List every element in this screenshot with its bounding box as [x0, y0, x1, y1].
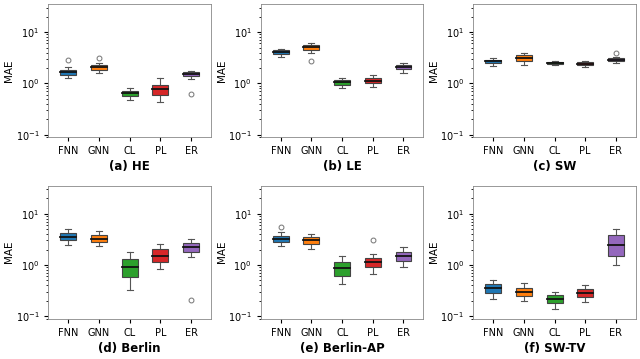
Bar: [60, 70, 76, 75]
Bar: [396, 252, 412, 261]
Y-axis label: MAE: MAE: [429, 59, 439, 82]
Y-axis label: MAE: MAE: [216, 59, 227, 82]
Bar: [547, 62, 563, 64]
Bar: [485, 60, 501, 63]
Bar: [485, 284, 501, 293]
Bar: [60, 233, 76, 241]
X-axis label: (f) SW-TV: (f) SW-TV: [524, 342, 586, 355]
Bar: [577, 289, 593, 297]
Bar: [91, 235, 107, 242]
Bar: [183, 72, 199, 76]
Bar: [152, 249, 168, 262]
Bar: [303, 237, 319, 244]
Bar: [577, 62, 593, 65]
Bar: [365, 258, 381, 267]
Bar: [273, 50, 289, 53]
X-axis label: (e) Berlin-AP: (e) Berlin-AP: [300, 342, 385, 355]
Bar: [608, 58, 624, 61]
Bar: [183, 243, 199, 252]
Bar: [608, 235, 624, 256]
X-axis label: (a) HE: (a) HE: [109, 160, 150, 173]
Bar: [334, 262, 350, 276]
Bar: [152, 84, 168, 95]
Bar: [516, 288, 532, 296]
Bar: [91, 65, 107, 70]
Bar: [516, 55, 532, 61]
Y-axis label: MAE: MAE: [429, 241, 439, 264]
Bar: [122, 259, 138, 277]
Bar: [365, 78, 381, 83]
Bar: [334, 80, 350, 84]
Y-axis label: MAE: MAE: [4, 59, 14, 82]
Bar: [122, 91, 138, 96]
Y-axis label: MAE: MAE: [216, 241, 227, 264]
Bar: [396, 65, 412, 69]
X-axis label: (d) Berlin: (d) Berlin: [99, 342, 161, 355]
X-axis label: (c) SW: (c) SW: [533, 160, 576, 173]
Bar: [303, 45, 319, 50]
Y-axis label: MAE: MAE: [4, 241, 14, 264]
X-axis label: (b) LE: (b) LE: [323, 160, 362, 173]
Bar: [547, 295, 563, 303]
Bar: [273, 236, 289, 242]
